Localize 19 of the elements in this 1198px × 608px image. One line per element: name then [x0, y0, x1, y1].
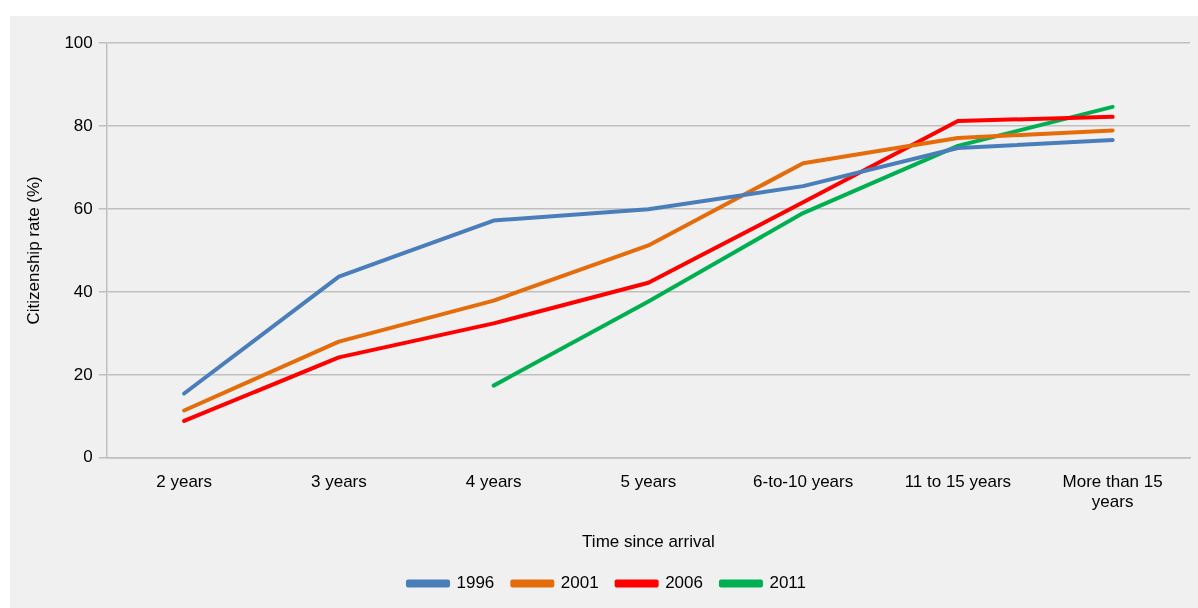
x-tick-label: 5 years — [620, 471, 677, 491]
x-tick-label: 6-to-10 years — [753, 471, 854, 491]
y-tick-label: 40 — [73, 281, 93, 301]
legend-label: 2001 — [560, 573, 599, 593]
y-axis-title: Citizenship rate (%) — [23, 176, 43, 325]
y-tick-label: 0 — [83, 447, 93, 467]
legend-label: 2006 — [665, 573, 703, 593]
legend-label: 1996 — [456, 573, 495, 593]
x-tick-label: 4 years — [465, 471, 522, 491]
y-tick-label: 20 — [73, 364, 93, 384]
legend-label: 2011 — [769, 573, 807, 593]
x-tick-label: 11 to 15 years — [904, 471, 1012, 491]
y-tick-label: 100 — [64, 32, 93, 52]
x-tick-label: 3 years — [311, 471, 367, 491]
y-tick-label: 80 — [73, 115, 93, 135]
x-tick-label: More than 15 years — [1062, 471, 1163, 512]
x-axis-title: Time since arrival — [582, 532, 715, 552]
x-tick-label: 2 years — [156, 471, 213, 491]
y-tick-label: 60 — [73, 198, 93, 218]
